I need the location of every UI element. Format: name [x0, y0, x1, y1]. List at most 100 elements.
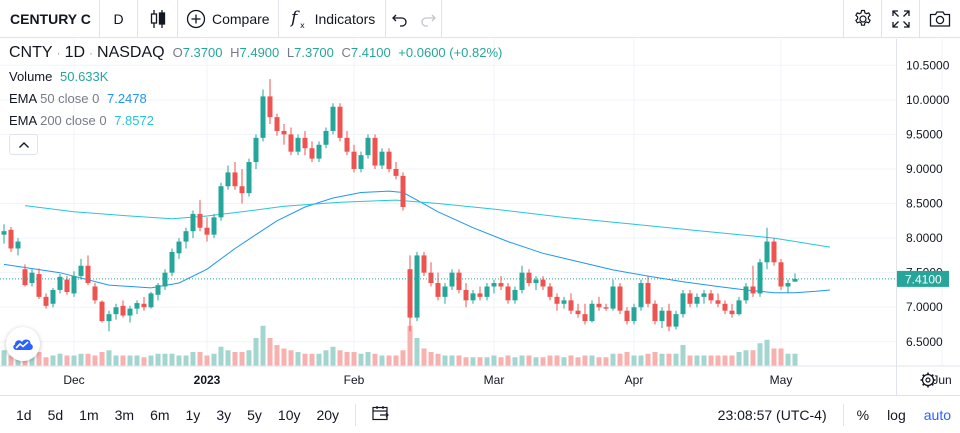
symbol-search-button[interactable]: CENTURY C [0, 0, 100, 37]
candle-body [302, 137, 308, 149]
volume-bar [701, 355, 707, 366]
undo-button[interactable] [386, 0, 414, 37]
volume-bar [428, 352, 434, 366]
legend-collapse-button[interactable] [9, 134, 38, 155]
clock-timezone[interactable]: 23:08:57 (UTC-4) [717, 406, 827, 423]
compare-button[interactable]: Compare [178, 0, 279, 37]
candle-body [610, 286, 616, 309]
candle-body [540, 279, 546, 287]
volume-bar [29, 355, 35, 366]
candle-body [547, 286, 553, 297]
range-1d-button[interactable]: 1d [16, 406, 32, 423]
legend-interval: 1D [64, 44, 86, 61]
volume-bar [8, 355, 14, 366]
candle-body [36, 274, 42, 297]
last-price-badge [897, 270, 949, 287]
volume-bar [519, 355, 525, 366]
go-to-date-button[interactable] [364, 405, 398, 424]
candle-body [78, 265, 84, 277]
indicators-label: Indicators [314, 10, 376, 27]
candle-body [393, 168, 399, 176]
candle-body [771, 241, 777, 263]
time-tick-label: Jun [932, 373, 951, 387]
open-value: 7.3700 [182, 45, 223, 60]
interval-button[interactable]: D [100, 0, 138, 37]
candle-body [470, 293, 476, 301]
candle-body [694, 296, 700, 304]
price-chart[interactable]: 10.5000 10.0000 9.5000 9.0000 8.5000 8.0000 7.… [0, 39, 960, 395]
svg-text:f: f [289, 8, 300, 28]
range-3m-button[interactable]: 3m [114, 406, 135, 423]
volume-bar [141, 357, 147, 366]
volume-bar [260, 325, 266, 366]
legend-exchange: NASDAQ [97, 44, 165, 61]
volume-bar [498, 357, 504, 366]
volume-bar [43, 357, 49, 366]
volume-bar [316, 353, 322, 366]
screenshot-button[interactable] [920, 0, 960, 37]
fullscreen-button[interactable] [882, 0, 920, 37]
candle-body [575, 310, 581, 315]
candle-body [71, 276, 77, 294]
candle-body [568, 300, 574, 311]
scale-settings-icon[interactable] [920, 372, 936, 388]
range-6m-button[interactable]: 6m [150, 406, 170, 423]
settings-icon [854, 9, 871, 26]
indicators-button[interactable]: f x Indicators [279, 0, 387, 37]
ema50-legend[interactable]: EMA 50 close 0 7.2478 [9, 91, 506, 106]
volume-bar [302, 353, 308, 366]
volume-bar [204, 355, 210, 366]
volume-bar [386, 355, 392, 366]
low-key: L [286, 45, 295, 60]
cloud-chart-icon [13, 339, 33, 350]
ema200-legend-args: 200 close 0 [40, 113, 107, 128]
volume-bar [358, 353, 364, 366]
candle-body [421, 255, 427, 273]
volume-bar [71, 355, 77, 366]
settings-button[interactable] [844, 0, 882, 37]
candle-body [211, 217, 217, 235]
candle-body [652, 303, 658, 322]
candle-body [43, 296, 49, 306]
candle-body [337, 106, 343, 138]
range-5d-button[interactable]: 5d [47, 406, 64, 423]
volume-bar [190, 352, 196, 366]
price-scale-separator [896, 39, 897, 395]
candle-body [106, 314, 112, 322]
ema200-legend[interactable]: EMA 200 close 0 7.8572 [9, 113, 506, 128]
range-5y-button[interactable]: 5y [247, 406, 262, 423]
candle-body [505, 286, 511, 301]
candle-body [267, 96, 273, 118]
candle-body [512, 289, 518, 301]
candle-body [449, 272, 455, 287]
candle-body [22, 269, 28, 286]
candle-body [365, 137, 371, 156]
range-1m-button[interactable]: 1m [79, 406, 99, 423]
volume-bar [547, 355, 553, 366]
close-value: 7.4100 [350, 45, 391, 60]
volume-bar [540, 357, 546, 366]
range-1y-button[interactable]: 1y [185, 406, 201, 423]
percent-scale-toggle[interactable]: % [856, 406, 870, 423]
candle-body [645, 283, 651, 304]
candle-body [463, 289, 469, 301]
candle-body [666, 310, 672, 327]
volume-bar [792, 353, 798, 366]
candle-body [435, 283, 441, 297]
log-scale-toggle[interactable]: log [887, 406, 906, 423]
auto-scale-toggle[interactable]: auto [923, 406, 951, 423]
ema200-line [24, 199, 831, 248]
range-10y-button[interactable]: 10y [277, 406, 301, 423]
range-3y-button[interactable]: 3y [216, 406, 232, 423]
volume-bar [323, 350, 329, 366]
candle-body [533, 279, 539, 284]
range-20y-button[interactable]: 20y [316, 406, 340, 423]
redo-button[interactable] [414, 0, 443, 37]
volume-bar [694, 355, 700, 366]
volume-legend[interactable]: Volume 50.633K [9, 69, 506, 84]
chart-type-button[interactable] [138, 0, 178, 37]
tradingview-logo-icon[interactable] [6, 327, 40, 361]
volume-bar [470, 357, 476, 366]
candle-body [169, 251, 175, 273]
ema50-legend-name: EMA [9, 91, 37, 106]
